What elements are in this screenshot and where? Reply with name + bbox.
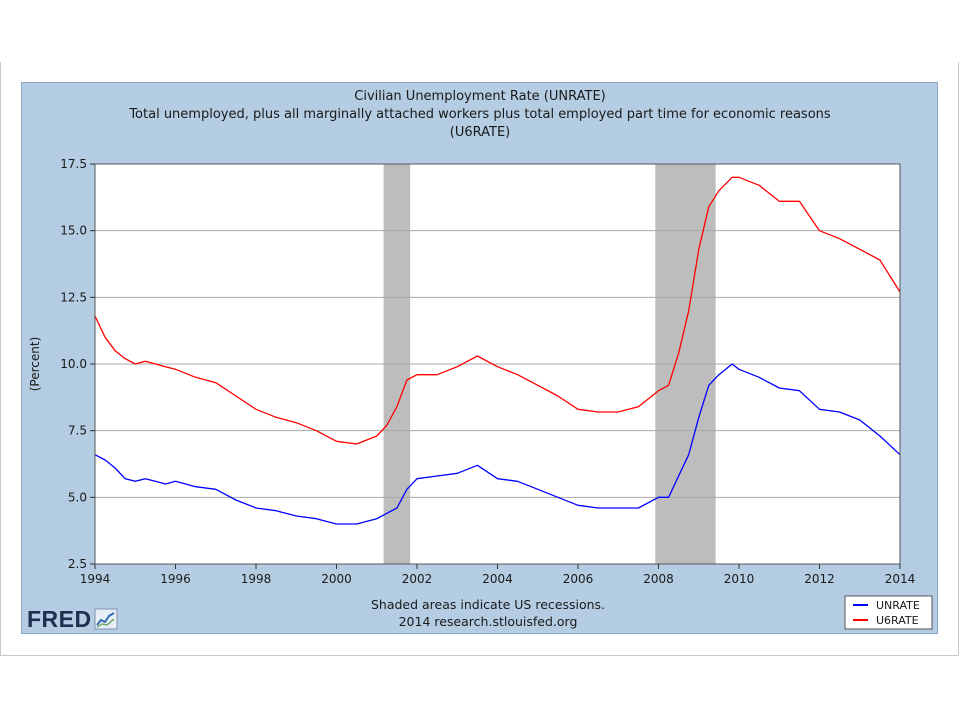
x-tick-label: 2008 xyxy=(643,572,674,586)
series-lines xyxy=(94,176,901,525)
chart-subtitle-line-2: (U6RATE) xyxy=(450,125,510,140)
x-tick-label: 2014 xyxy=(885,572,916,586)
slide-frame xyxy=(0,62,959,656)
x-tick-label: 2006 xyxy=(563,572,594,586)
y-tick-label: 10.0 xyxy=(60,357,87,371)
x-tick-label: 2004 xyxy=(482,572,513,586)
y-tick-label: 7.5 xyxy=(68,424,87,438)
line-chart-icon xyxy=(94,608,118,630)
x-tick-label: 1994 xyxy=(80,572,111,586)
x-tick-label: 2000 xyxy=(321,572,352,586)
axis-ticks: 2.5 5.0 7.5 10.0 12.5 15.0 17.5 1994 1996 1998 200… xyxy=(60,157,915,586)
fred-logo-text: FRED xyxy=(27,605,92,632)
series-line-unrate xyxy=(94,363,901,525)
x-tick-label: 2010 xyxy=(724,572,755,586)
x-tick-label: 1996 xyxy=(160,572,191,586)
legend: UNRATE U6RATE xyxy=(844,595,933,630)
y-tick-label: 17.5 xyxy=(60,157,87,171)
y-tick-label: 5.0 xyxy=(68,490,87,504)
fred-chart-panel: Civilian Unemployment Rate (UNRATE) Tota… xyxy=(21,82,938,634)
recession-note: Shaded areas indicate US recessions. xyxy=(371,597,605,612)
chart-subtitle-line-1: Total unemployed, plus all marginally at… xyxy=(128,107,831,122)
grid-lines xyxy=(95,230,900,498)
y-tick-label: 2.5 xyxy=(68,557,87,571)
y-tick-label: 12.5 xyxy=(60,290,87,304)
legend-label-u6rate: U6RATE xyxy=(876,614,919,627)
fred-logo: FRED xyxy=(27,606,118,632)
chart-canvas: Civilian Unemployment Rate (UNRATE) Tota… xyxy=(28,89,933,630)
legend-label-unrate: UNRATE xyxy=(876,599,920,612)
y-tick-label: 15.0 xyxy=(60,224,87,238)
legend-box xyxy=(844,595,933,630)
chart-title: Civilian Unemployment Rate (UNRATE) xyxy=(354,89,605,104)
x-tick-label: 2012 xyxy=(804,572,835,586)
series-line-u6rate xyxy=(94,176,901,445)
x-tick-label: 2002 xyxy=(402,572,433,586)
y-axis-label: (Percent) xyxy=(28,337,42,392)
source-note: 2014 research.stlouisfed.org xyxy=(399,614,578,629)
x-tick-label: 1998 xyxy=(241,572,272,586)
